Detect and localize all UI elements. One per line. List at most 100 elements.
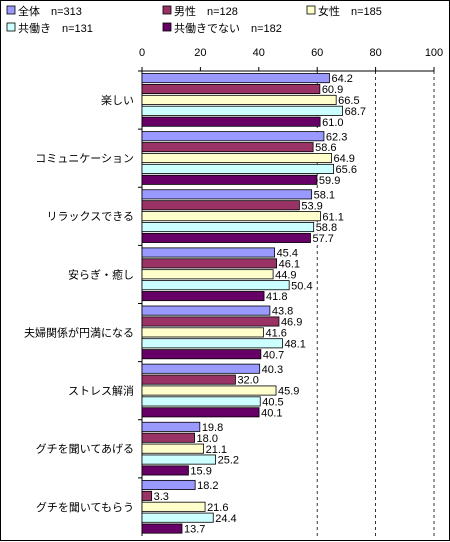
category-label: コミュニケーション	[35, 152, 134, 165]
legend-swatch-4	[162, 22, 172, 32]
bar-s2-c6	[141, 443, 205, 454]
category-label: 楽しい	[101, 94, 134, 107]
data-label-bg	[312, 189, 337, 200]
x-tick-label: 20	[194, 47, 206, 59]
data-label: 58.6	[315, 142, 336, 154]
legend-swatch-2	[306, 5, 316, 15]
data-label-bg	[343, 106, 368, 117]
data-label-bg	[321, 117, 346, 128]
data-label-bg	[321, 211, 346, 222]
data-label: 64.2	[331, 73, 352, 85]
x-tick-label: 0	[139, 47, 145, 59]
bar-s2-c7	[141, 501, 206, 512]
data-label: 41.6	[265, 328, 286, 340]
data-label: 62.3	[326, 131, 347, 143]
data-label: 40.7	[263, 349, 284, 361]
bar-s3-c1	[141, 163, 334, 174]
bar-s0-c0	[141, 73, 330, 84]
data-label-bg	[277, 385, 302, 397]
category-label: グチを聞いてもらう	[36, 500, 134, 514]
data-label: 66.5	[338, 95, 359, 107]
data-label: 15.9	[190, 466, 211, 478]
bar-s4-c3	[141, 291, 265, 302]
data-label: 40.1	[261, 407, 282, 419]
bar-s2-c4	[141, 327, 264, 338]
category-label: ストレス解消	[68, 384, 134, 398]
data-label-bg	[314, 142, 339, 153]
data-label: 21.1	[206, 444, 227, 456]
bar-s3-c3	[141, 280, 290, 291]
bar-s1-c6	[141, 432, 195, 443]
data-label-bg	[261, 396, 286, 408]
bar-s0-c5	[141, 363, 261, 374]
bar-s2-c2	[141, 211, 321, 222]
x-tick-label: 80	[369, 47, 381, 59]
data-label: 43.8	[272, 306, 293, 318]
data-label-bg	[330, 73, 355, 84]
data-label-bg	[317, 175, 342, 186]
data-label-bg	[270, 306, 295, 317]
data-label-bg	[264, 327, 289, 338]
bar-s2-c1	[141, 153, 332, 164]
data-label: 61.0	[322, 117, 343, 129]
data-label: 18.0	[197, 433, 218, 445]
legend-label-1: 男性 n=128	[174, 4, 238, 18]
bar-s2-c5	[141, 385, 277, 396]
bar-s3-c0	[141, 105, 344, 116]
data-label-bg	[189, 465, 214, 477]
bar-s2-c0	[141, 94, 337, 105]
data-label: 44.9	[275, 269, 296, 281]
data-label: 50.4	[291, 280, 312, 292]
data-label-bg	[236, 375, 261, 386]
data-label-bg	[265, 291, 290, 302]
x-tick-label: 40	[253, 47, 265, 59]
bar-s0-c7	[141, 479, 196, 490]
legend-swatch-0	[6, 5, 16, 15]
bar-s4-c2	[141, 232, 311, 243]
data-label-bg	[337, 95, 362, 106]
data-label-bg	[332, 153, 357, 164]
data-label-bg	[152, 491, 177, 502]
bar-s4-c5	[141, 407, 260, 418]
data-label-bg	[200, 422, 225, 433]
data-label: 40.5	[262, 397, 283, 409]
data-label-bg	[314, 222, 339, 233]
data-label-bg	[274, 269, 299, 280]
data-label: 21.6	[207, 502, 228, 514]
bar-s1-c3	[141, 258, 278, 269]
data-label: 32.0	[237, 375, 258, 387]
data-label-bg	[195, 433, 220, 444]
data-label: 45.4	[277, 248, 298, 260]
data-label: 53.9	[301, 200, 322, 212]
data-label: 46.1	[279, 258, 300, 270]
bar-s0-c1	[141, 131, 325, 142]
data-label-bg	[206, 502, 231, 513]
x-tick-label: 100	[425, 47, 443, 59]
category-label: 夫婦関係が円満になる	[24, 325, 134, 339]
data-label-bg	[216, 454, 241, 466]
bar-s3-c6	[141, 454, 216, 465]
bar-s4-c4	[141, 349, 262, 360]
data-label-bg	[311, 233, 336, 244]
data-label: 18.2	[197, 480, 218, 492]
bar-s0-c4	[141, 305, 271, 316]
bar-s4-c6	[141, 465, 189, 476]
bar-s0-c6	[141, 421, 201, 432]
data-label-bg	[260, 407, 285, 418]
data-label: 58.8	[316, 222, 337, 234]
legend-label-2: 女性 n=185	[318, 4, 382, 18]
data-label-bg	[334, 164, 359, 175]
data-label: 41.8	[266, 291, 287, 303]
data-label: 58.1	[314, 189, 335, 201]
data-label: 64.9	[334, 153, 355, 165]
x-tick-label: 60	[311, 47, 323, 59]
data-label-bg	[279, 316, 304, 328]
data-label: 61.1	[322, 211, 343, 223]
data-label: 13.7	[184, 524, 205, 536]
data-label-bg	[320, 84, 345, 95]
bar-s4-c0	[141, 116, 321, 127]
data-label: 40.3	[262, 364, 283, 376]
data-label: 60.9	[322, 84, 343, 96]
